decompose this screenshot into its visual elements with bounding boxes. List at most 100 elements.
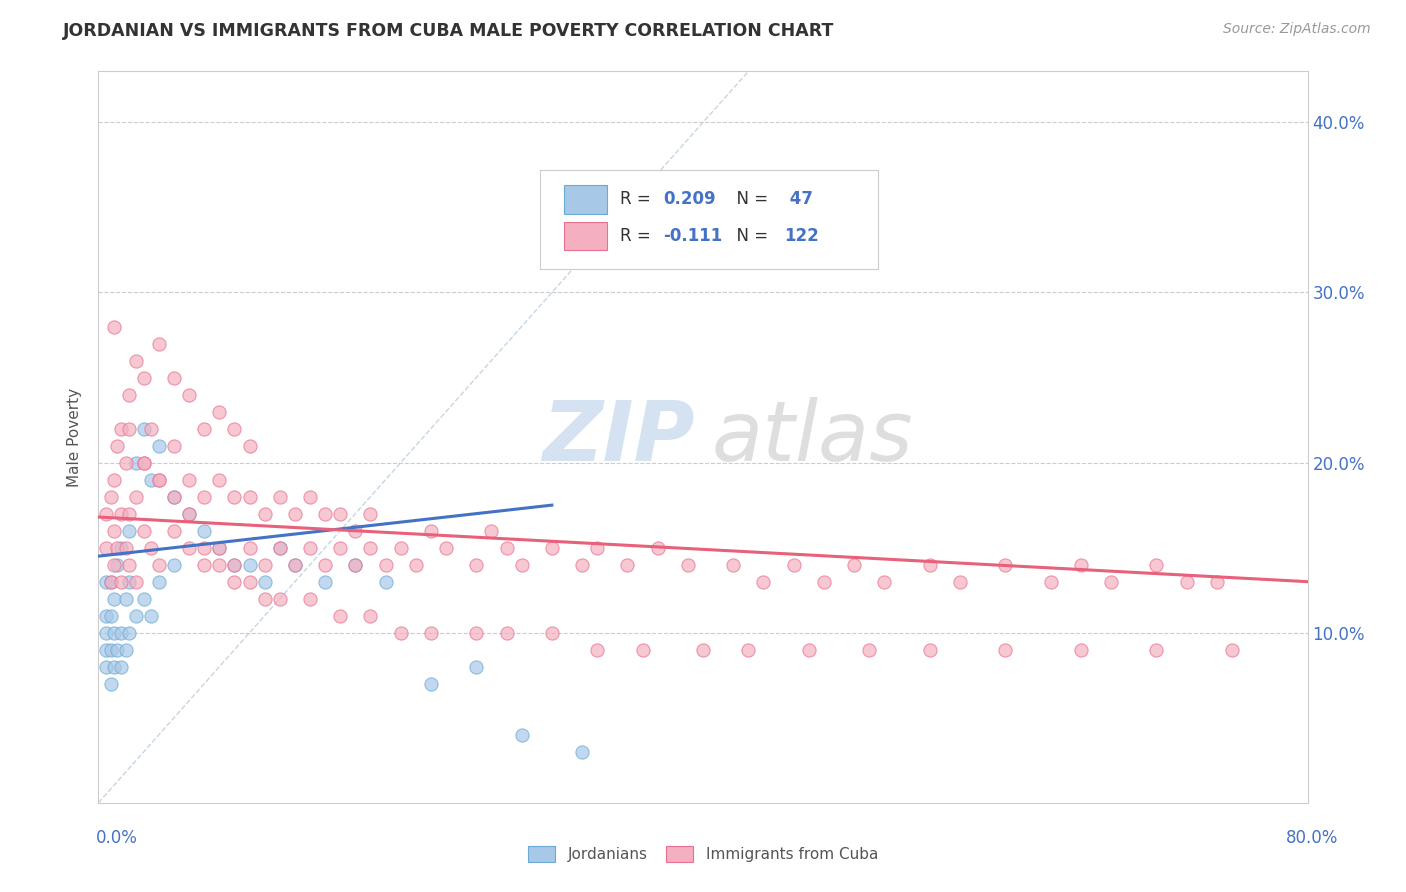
Point bbox=[94, 507, 117, 521]
Point bbox=[314, 558, 336, 572]
FancyBboxPatch shape bbox=[540, 170, 879, 268]
Point bbox=[631, 642, 654, 657]
Point bbox=[193, 490, 215, 504]
Point bbox=[132, 591, 155, 606]
Point bbox=[208, 558, 231, 572]
Point bbox=[329, 507, 352, 521]
Point bbox=[148, 439, 170, 453]
Point bbox=[114, 541, 136, 555]
Point bbox=[141, 473, 163, 487]
Text: R =: R = bbox=[620, 190, 655, 209]
Point bbox=[105, 642, 128, 657]
Point bbox=[114, 642, 136, 657]
Point bbox=[208, 541, 231, 555]
Point bbox=[405, 558, 427, 572]
Point bbox=[284, 558, 307, 572]
Point bbox=[284, 507, 307, 521]
Point bbox=[179, 473, 201, 487]
Point bbox=[586, 642, 609, 657]
Point bbox=[329, 608, 352, 623]
Point bbox=[737, 642, 759, 657]
Point bbox=[105, 439, 128, 453]
Point bbox=[918, 642, 941, 657]
Point bbox=[239, 490, 262, 504]
Point bbox=[1220, 642, 1243, 657]
Point bbox=[110, 625, 132, 640]
Point bbox=[994, 558, 1017, 572]
Point bbox=[949, 574, 972, 589]
Point bbox=[420, 677, 443, 691]
Text: 0.0%: 0.0% bbox=[96, 829, 138, 847]
Point bbox=[179, 507, 201, 521]
Text: 47: 47 bbox=[785, 190, 813, 209]
Text: R =: R = bbox=[620, 227, 655, 245]
Point bbox=[193, 524, 215, 538]
Point bbox=[208, 404, 231, 418]
Y-axis label: Male Poverty: Male Poverty bbox=[67, 387, 83, 487]
Point bbox=[224, 421, 246, 435]
Text: 0.209: 0.209 bbox=[664, 190, 716, 209]
Text: 80.0%: 80.0% bbox=[1286, 829, 1339, 847]
Point bbox=[125, 490, 148, 504]
Point bbox=[125, 608, 148, 623]
Point bbox=[100, 490, 122, 504]
Point bbox=[163, 370, 186, 384]
Text: JORDANIAN VS IMMIGRANTS FROM CUBA MALE POVERTY CORRELATION CHART: JORDANIAN VS IMMIGRANTS FROM CUBA MALE P… bbox=[63, 22, 835, 40]
Point bbox=[110, 421, 132, 435]
Point bbox=[389, 541, 412, 555]
Point bbox=[141, 541, 163, 555]
Point bbox=[148, 473, 170, 487]
Point bbox=[118, 625, 141, 640]
Point bbox=[105, 558, 128, 572]
Text: -0.111: -0.111 bbox=[664, 227, 723, 245]
Point bbox=[495, 541, 517, 555]
Point bbox=[224, 490, 246, 504]
Point bbox=[103, 591, 125, 606]
Point bbox=[148, 336, 170, 351]
Point bbox=[676, 558, 699, 572]
Point bbox=[1070, 558, 1092, 572]
Point bbox=[510, 728, 533, 742]
Point bbox=[132, 456, 155, 470]
Point bbox=[100, 608, 122, 623]
Point bbox=[224, 558, 246, 572]
Point bbox=[224, 558, 246, 572]
Point bbox=[105, 541, 128, 555]
Text: N =: N = bbox=[725, 190, 773, 209]
Point bbox=[163, 558, 186, 572]
Point bbox=[253, 591, 276, 606]
Point bbox=[1144, 558, 1167, 572]
Point bbox=[103, 558, 125, 572]
Point bbox=[571, 558, 593, 572]
Point bbox=[873, 574, 896, 589]
Point bbox=[103, 625, 125, 640]
Point bbox=[179, 507, 201, 521]
Point bbox=[208, 541, 231, 555]
Point bbox=[148, 558, 170, 572]
Point bbox=[510, 558, 533, 572]
Text: atlas: atlas bbox=[711, 397, 912, 477]
Point bbox=[103, 524, 125, 538]
Point bbox=[647, 541, 669, 555]
Point bbox=[141, 421, 163, 435]
Point bbox=[540, 625, 562, 640]
Point bbox=[465, 659, 488, 673]
Point bbox=[723, 558, 745, 572]
Point bbox=[692, 642, 714, 657]
Point bbox=[389, 625, 412, 640]
Point bbox=[284, 558, 307, 572]
Point bbox=[344, 558, 367, 572]
Point bbox=[118, 524, 141, 538]
Point bbox=[118, 558, 141, 572]
Point bbox=[374, 558, 396, 572]
Point bbox=[269, 591, 291, 606]
Point bbox=[193, 541, 215, 555]
Point bbox=[94, 642, 117, 657]
FancyBboxPatch shape bbox=[564, 222, 607, 250]
FancyBboxPatch shape bbox=[564, 186, 607, 213]
Point bbox=[314, 574, 336, 589]
Point bbox=[103, 659, 125, 673]
Point bbox=[94, 625, 117, 640]
Point bbox=[344, 524, 367, 538]
Point bbox=[783, 558, 806, 572]
